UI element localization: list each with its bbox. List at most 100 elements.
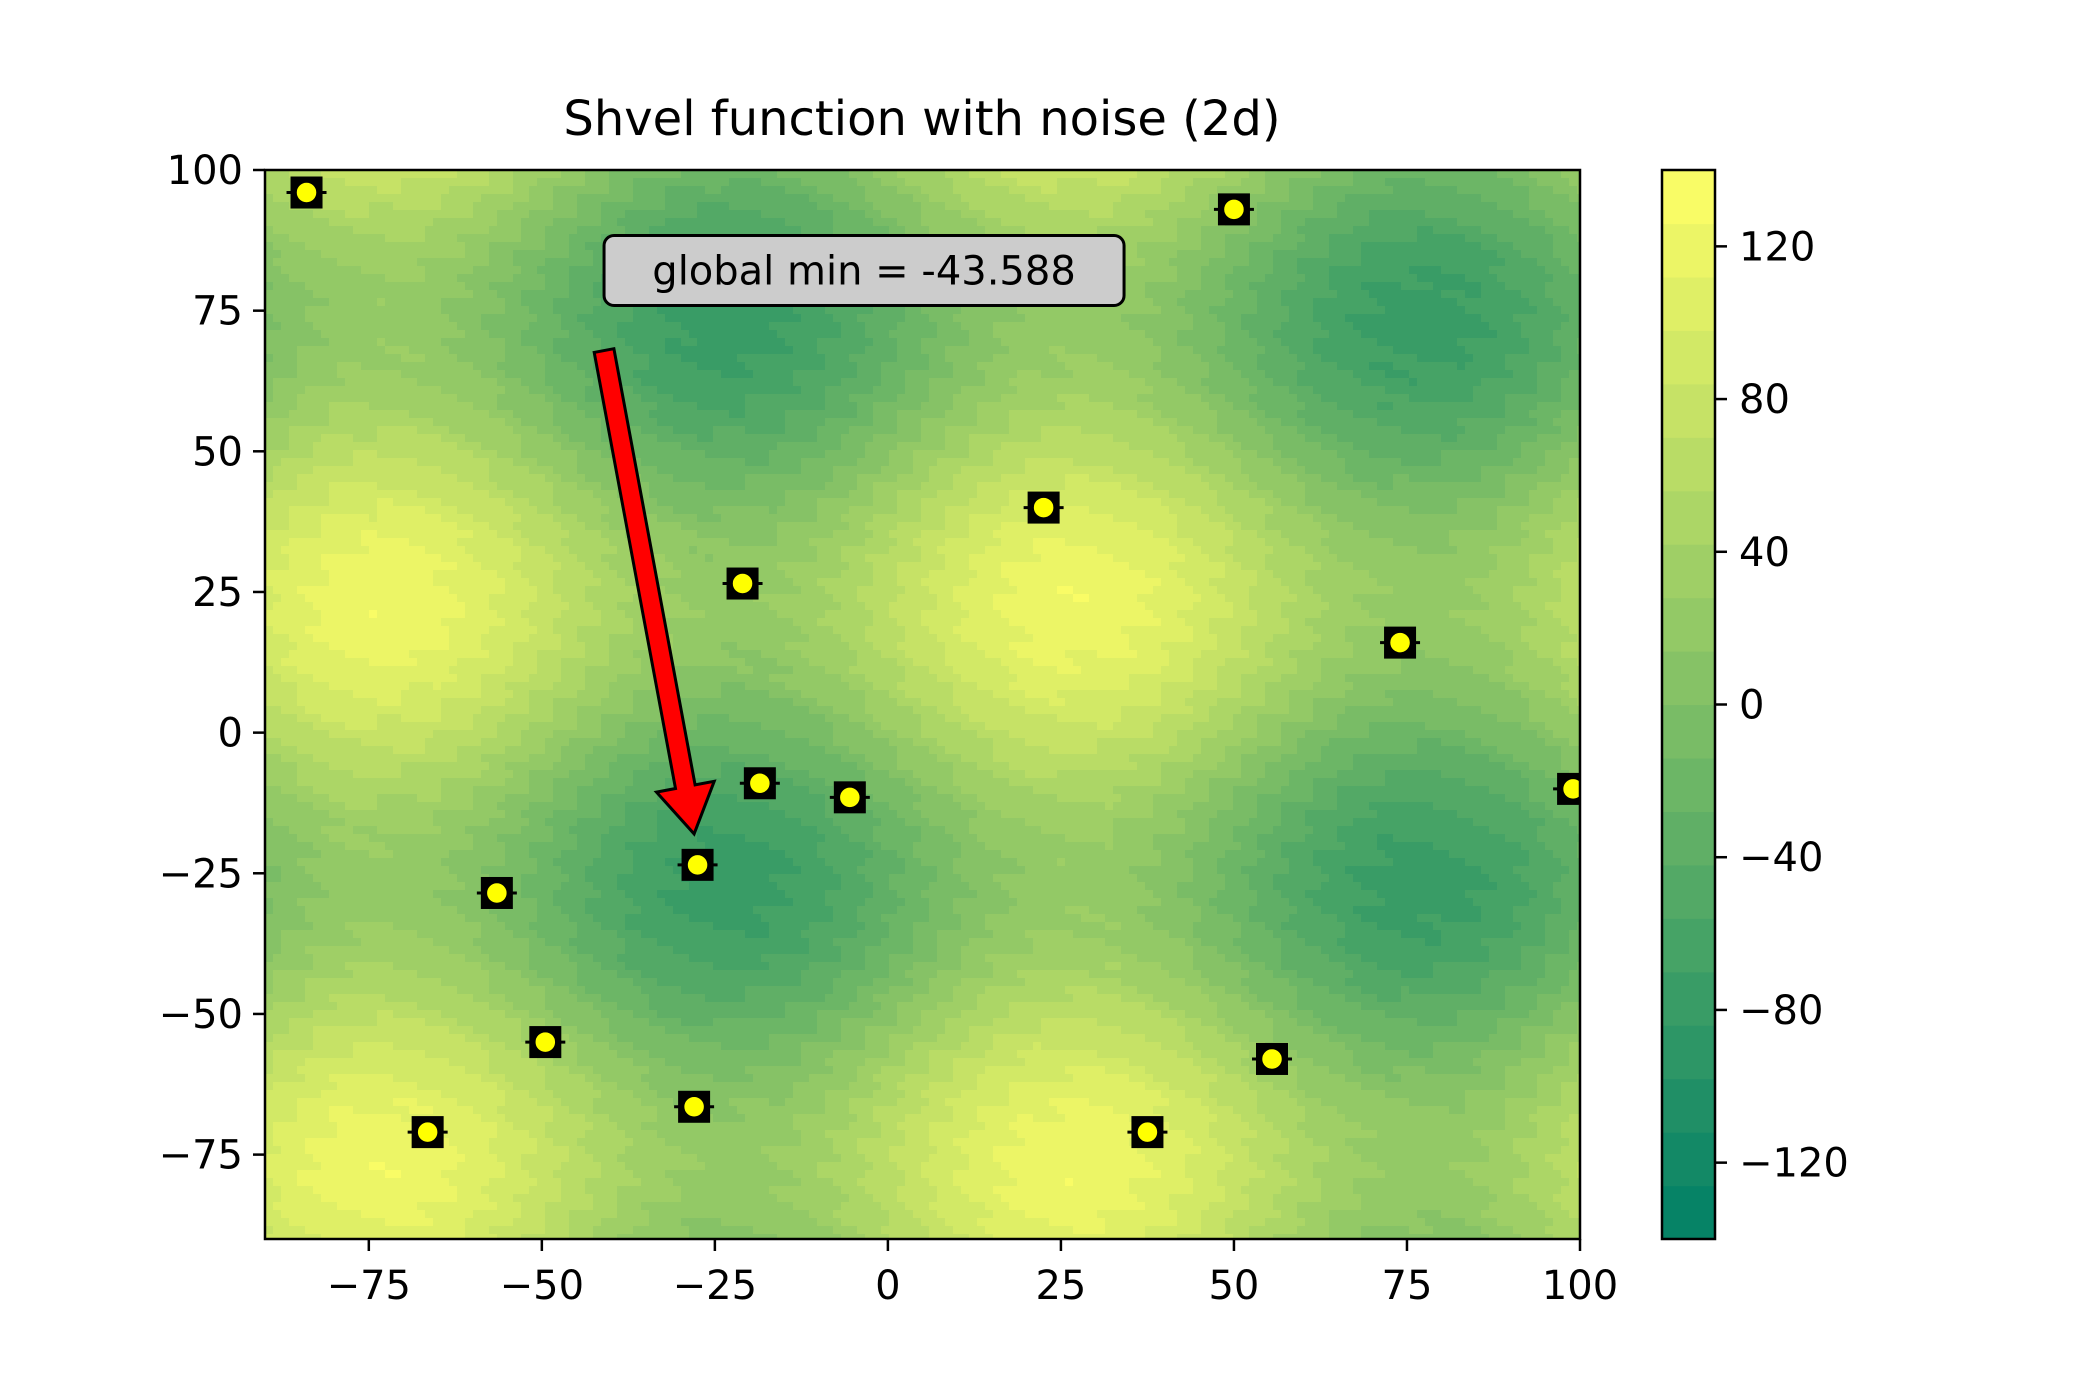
contour-cell	[1361, 274, 1370, 283]
contour-cell	[1353, 402, 1362, 411]
contour-cell	[1409, 258, 1418, 267]
contour-cell	[1505, 370, 1514, 379]
contour-cell	[521, 242, 530, 251]
contour-cell	[473, 170, 482, 179]
contour-cell	[537, 330, 546, 339]
contour-cell	[1281, 266, 1290, 275]
contour-cell	[281, 378, 290, 387]
contour-cell	[1097, 170, 1106, 179]
contour-cell	[1417, 378, 1426, 387]
contour-cell	[1257, 266, 1266, 275]
contour-cell	[473, 394, 482, 403]
contour-cell	[1553, 170, 1562, 179]
contour-cell	[537, 370, 546, 379]
contour-cell	[1089, 218, 1098, 227]
contour-cell	[1577, 346, 1580, 355]
contour-cell	[1169, 338, 1178, 347]
contour-cell	[705, 338, 714, 347]
contour-cell	[1249, 226, 1258, 235]
contour-cell	[1009, 306, 1018, 315]
contour-cell	[825, 330, 834, 339]
contour-cell	[945, 330, 954, 339]
contour-cell	[417, 394, 426, 403]
contour-cell	[1161, 314, 1170, 323]
contour-cell	[689, 370, 698, 379]
contour-cell	[721, 402, 730, 411]
contour-cell	[1273, 370, 1282, 379]
contour-cell	[473, 322, 482, 331]
contour-cell	[1121, 298, 1130, 307]
contour-cell	[697, 394, 706, 403]
contour-cell	[273, 250, 282, 259]
contour-cell	[1561, 298, 1570, 307]
contour-cell	[473, 354, 482, 363]
contour-cell	[913, 194, 922, 203]
contour-cell	[281, 362, 290, 371]
contour-cell	[1145, 290, 1154, 299]
contour-cell	[1513, 322, 1522, 331]
contour-cell	[1545, 402, 1554, 411]
contour-cell	[1297, 378, 1306, 387]
contour-cell	[561, 266, 570, 275]
contour-cell	[481, 306, 490, 315]
contour-cell	[529, 170, 538, 179]
contour-cell	[561, 362, 570, 371]
contour-cell	[1265, 266, 1274, 275]
contour-cell	[1497, 370, 1506, 379]
contour-cell	[1097, 354, 1106, 363]
contour-cell	[425, 378, 434, 387]
contour-cell	[593, 218, 602, 227]
contour-cell	[1577, 322, 1580, 331]
contour-cell	[841, 330, 850, 339]
contour-cell	[337, 170, 346, 179]
contour-cell	[329, 210, 338, 219]
contour-cell	[377, 170, 386, 179]
contour-cell	[897, 170, 906, 179]
contour-cell	[937, 330, 946, 339]
contour-cell	[1553, 306, 1562, 315]
contour-cell	[1113, 218, 1122, 227]
contour-cell	[1161, 282, 1170, 291]
contour-cell	[1297, 298, 1306, 307]
contour-cell	[1321, 226, 1330, 235]
contour-cell	[641, 330, 650, 339]
contour-cell	[1425, 218, 1434, 227]
contour-cell	[329, 338, 338, 347]
contour-cell	[1417, 242, 1426, 251]
contour-cell	[1265, 226, 1274, 235]
contour-cell	[361, 378, 370, 387]
contour-cell	[1185, 306, 1194, 315]
contour-cell	[441, 378, 450, 387]
contour-cell	[689, 330, 698, 339]
contour-cell	[1497, 298, 1506, 307]
contour-cell	[1521, 322, 1530, 331]
contour-cell	[625, 378, 634, 387]
contour-cell	[313, 354, 322, 363]
contour-cell	[345, 298, 354, 307]
contour-cell	[505, 314, 514, 323]
contour-cell	[1273, 386, 1282, 395]
contour-cell	[361, 370, 370, 379]
contour-cell	[817, 226, 826, 235]
contour-cell	[1345, 298, 1354, 307]
contour-cell	[1017, 218, 1026, 227]
contour-cell	[745, 330, 754, 339]
contour-cell	[833, 178, 842, 187]
contour-cell	[1361, 402, 1370, 411]
contour-cell	[777, 178, 786, 187]
contour-cell	[721, 218, 730, 227]
contour-cell	[649, 170, 658, 179]
contour-cell	[1289, 234, 1298, 243]
contour-cell	[1281, 362, 1290, 371]
contour-cell	[1193, 394, 1202, 403]
contour-cell	[697, 178, 706, 187]
contour-cell	[497, 242, 506, 251]
contour-cell	[1433, 170, 1442, 179]
contour-cell	[889, 394, 898, 403]
contour-cell	[441, 234, 450, 243]
contour-cell	[657, 402, 666, 411]
contour-cell	[361, 362, 370, 371]
contour-cell	[1361, 282, 1370, 291]
contour-cell	[1017, 330, 1026, 339]
contour-cell	[993, 194, 1002, 203]
